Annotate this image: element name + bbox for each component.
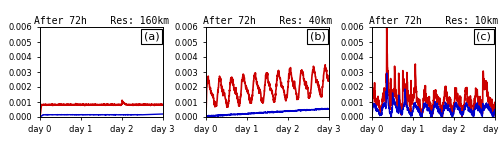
Title: After 72h    Res: 160km: After 72h Res: 160km [34,16,169,26]
Text: (b): (b) [310,32,326,42]
Text: (a): (a) [144,32,160,42]
Title: After 72h    Res: 40km: After 72h Res: 40km [203,16,332,26]
Text: (c): (c) [476,32,492,42]
Title: After 72h    Res: 10km: After 72h Res: 10km [369,16,498,26]
